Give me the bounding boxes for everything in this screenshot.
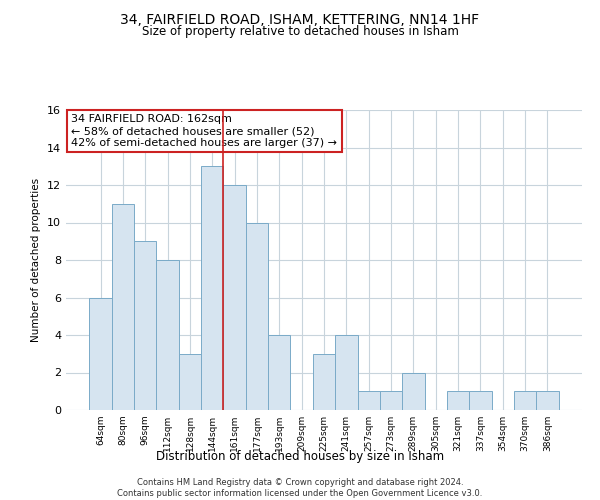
Bar [223, 185, 246, 410]
Bar [536, 391, 559, 410]
Bar [157, 260, 179, 410]
Bar [335, 335, 358, 410]
Bar [179, 354, 201, 410]
Bar [402, 372, 425, 410]
Text: 34 FAIRFIELD ROAD: 162sqm
← 58% of detached houses are smaller (52)
42% of semi-: 34 FAIRFIELD ROAD: 162sqm ← 58% of detac… [71, 114, 337, 148]
Bar [469, 391, 491, 410]
Bar [447, 391, 469, 410]
Bar [313, 354, 335, 410]
Text: Size of property relative to detached houses in Isham: Size of property relative to detached ho… [142, 25, 458, 38]
Bar [89, 298, 112, 410]
Text: Distribution of detached houses by size in Isham: Distribution of detached houses by size … [156, 450, 444, 463]
Bar [380, 391, 402, 410]
Y-axis label: Number of detached properties: Number of detached properties [31, 178, 41, 342]
Bar [268, 335, 290, 410]
Text: 34, FAIRFIELD ROAD, ISHAM, KETTERING, NN14 1HF: 34, FAIRFIELD ROAD, ISHAM, KETTERING, NN… [121, 12, 479, 26]
Text: Contains HM Land Registry data © Crown copyright and database right 2024.
Contai: Contains HM Land Registry data © Crown c… [118, 478, 482, 498]
Bar [358, 391, 380, 410]
Bar [134, 242, 157, 410]
Bar [112, 204, 134, 410]
Bar [246, 222, 268, 410]
Bar [514, 391, 536, 410]
Bar [201, 166, 223, 410]
